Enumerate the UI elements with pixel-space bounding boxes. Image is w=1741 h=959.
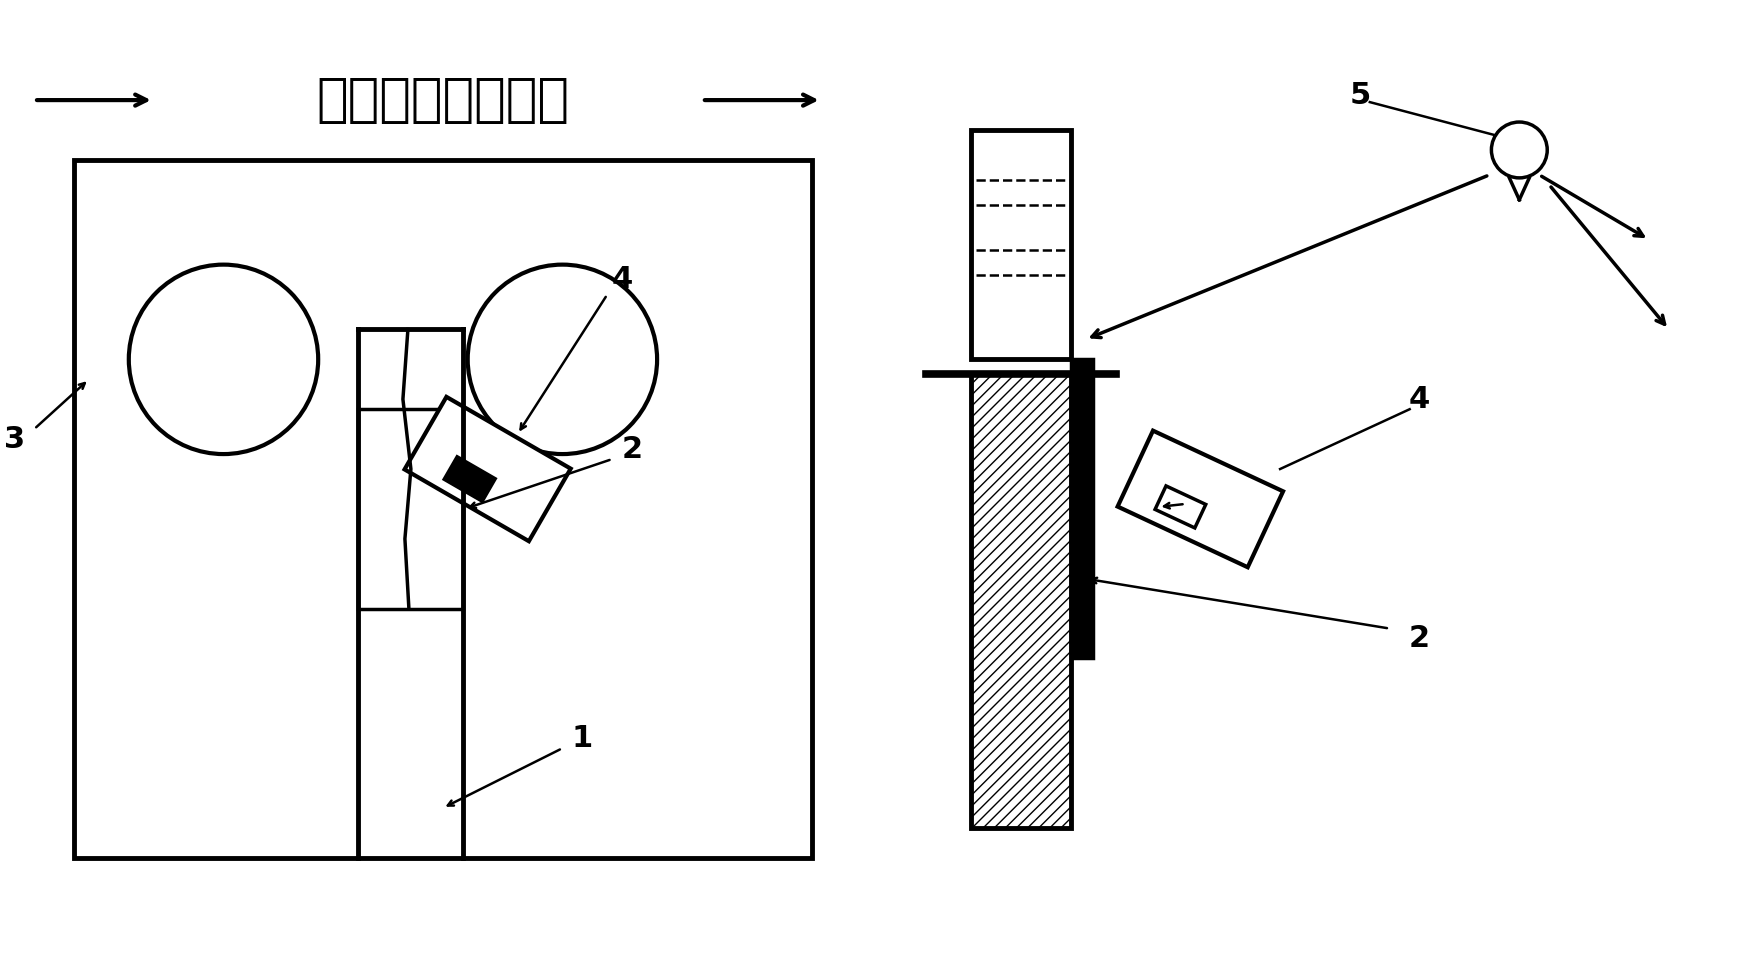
Text: 4: 4 <box>611 265 632 294</box>
Polygon shape <box>1118 431 1283 567</box>
Polygon shape <box>444 456 494 502</box>
Bar <box>971 130 1071 360</box>
Text: 2: 2 <box>1408 624 1429 653</box>
Ellipse shape <box>468 265 656 454</box>
Text: 4: 4 <box>1408 385 1431 413</box>
Text: 5: 5 <box>1349 81 1370 109</box>
Text: 1: 1 <box>571 724 594 753</box>
Bar <box>1071 360 1093 659</box>
Bar <box>971 374 1071 828</box>
Polygon shape <box>1154 486 1207 528</box>
Text: 被测式样受力方向: 被测式样受力方向 <box>317 74 569 126</box>
Text: 3: 3 <box>3 425 24 454</box>
Text: 2: 2 <box>622 434 642 463</box>
Circle shape <box>1492 122 1548 177</box>
Bar <box>359 409 463 609</box>
Polygon shape <box>404 397 571 541</box>
Ellipse shape <box>129 265 319 454</box>
Bar <box>73 160 811 858</box>
